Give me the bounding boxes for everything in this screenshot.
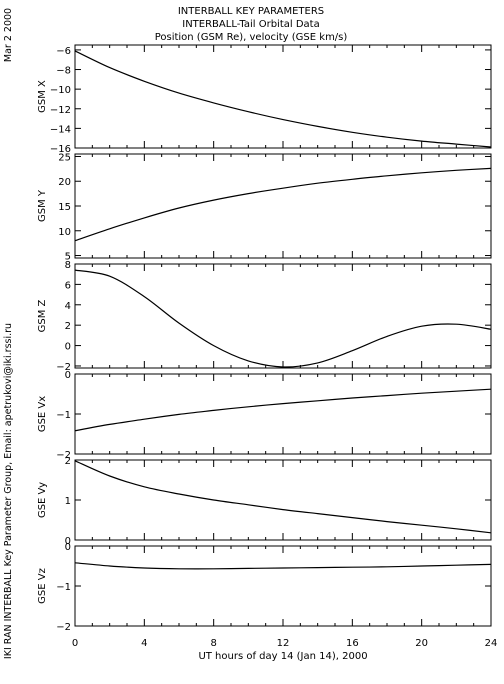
y-tick-label: −1 [56, 410, 71, 421]
series-line [74, 167, 492, 242]
x-tick-label: 24 [485, 638, 498, 649]
y-tick-label: 0 [65, 342, 71, 353]
panel-frame [74, 263, 492, 369]
y-tick-label: 6 [65, 280, 71, 291]
y-tick-label: −2 [56, 362, 71, 373]
y-axis-label: GSM X [37, 80, 48, 113]
panel-frame [74, 373, 492, 455]
panel-frame [74, 459, 492, 541]
x-tick-label: 4 [141, 638, 147, 649]
series-line [74, 50, 492, 148]
y-tick-label: 25 [58, 152, 71, 163]
y-tick-label: 2 [65, 321, 71, 332]
y-tick-label: −8 [56, 66, 71, 77]
y-tick-label: −2 [56, 450, 71, 461]
panel-frame [74, 545, 492, 627]
series-line [74, 460, 492, 534]
x-tick-label: 16 [346, 638, 359, 649]
y-tick-label: 15 [58, 202, 71, 213]
y-tick-label: −14 [50, 124, 71, 135]
y-tick-label: −2 [56, 622, 71, 633]
y-tick-label: 10 [58, 227, 71, 238]
y-axis-label: GSM Z [37, 299, 48, 332]
panel-frame [74, 153, 492, 259]
date-label: Mar 2 2000 [3, 8, 14, 62]
y-tick-label: 2 [65, 456, 71, 467]
y-tick-label: −6 [56, 46, 71, 57]
y-tick-label: 0 [65, 542, 71, 553]
y-tick-label: 8 [65, 260, 71, 271]
x-tick-label: 0 [72, 638, 78, 649]
y-tick-label: 20 [58, 177, 71, 188]
series-line [74, 269, 492, 368]
x-tick-label: 12 [277, 638, 290, 649]
chart-title-3: Position (GSM Re), velocity (GSE km/s) [155, 32, 348, 43]
y-tick-label: 1 [65, 496, 71, 507]
y-tick-label: −12 [50, 105, 71, 116]
y-tick-label: 0 [65, 370, 71, 381]
series-line [74, 388, 492, 432]
series-line [74, 562, 492, 570]
y-tick-label: 0 [65, 536, 71, 547]
y-tick-label: −16 [50, 144, 71, 155]
y-axis-label: GSM Y [37, 189, 48, 222]
chart-title-1: INTERBALL KEY PARAMETERS [178, 6, 324, 17]
y-axis-label: GSE Vy [37, 482, 48, 518]
x-tick-label: 8 [210, 638, 216, 649]
chart-title-2: INTERBALL-Tail Orbital Data [182, 19, 319, 30]
y-axis-label: GSE Vz [37, 568, 48, 604]
x-tick-label: 20 [415, 638, 428, 649]
x-axis-label: UT hours of day 14 (Jan 14), 2000 [198, 651, 367, 662]
y-tick-label: 5 [65, 252, 71, 263]
y-axis-label: GSE Vx [37, 396, 48, 432]
y-tick-label: 4 [65, 301, 71, 312]
y-tick-label: −1 [56, 582, 71, 593]
credit-label: IKI RAN INTERBALL Key Parameter Group, E… [3, 323, 14, 659]
panel-frame [74, 44, 492, 149]
y-tick-label: −10 [50, 85, 71, 96]
